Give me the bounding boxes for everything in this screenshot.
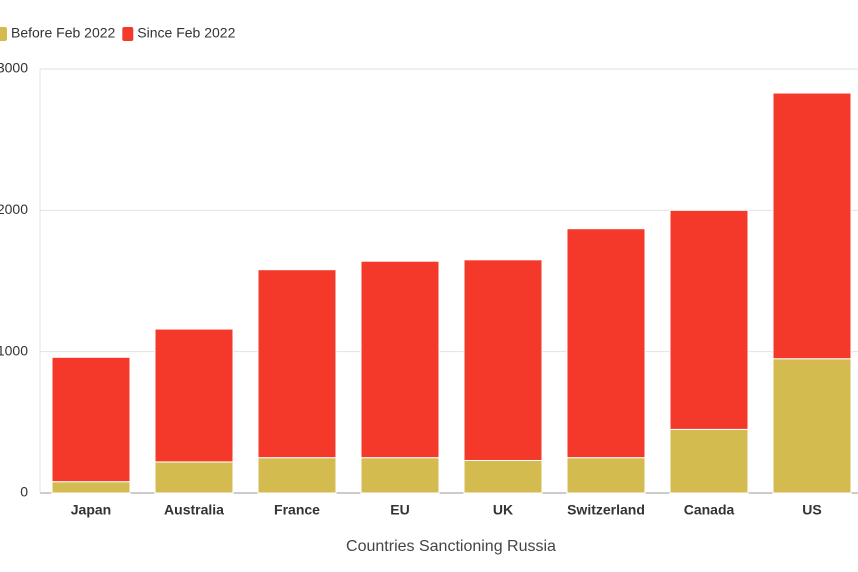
bar-segment xyxy=(772,358,852,494)
y-tick-label: 2000 xyxy=(0,201,28,217)
bar-segment xyxy=(257,269,337,459)
bar-segment xyxy=(360,260,440,459)
legend-swatch xyxy=(122,27,134,41)
x-tick-label: Japan xyxy=(71,502,111,518)
bar-segment xyxy=(463,459,543,494)
x-axis-title: Countries Sanctioning Russia xyxy=(346,538,556,555)
bar-segment xyxy=(51,481,131,494)
x-tick-label: EU xyxy=(390,502,409,518)
bar-segment xyxy=(154,328,234,463)
legend-label: Before Feb 2022 xyxy=(11,25,116,41)
bar-segment xyxy=(772,92,852,360)
bar-segment xyxy=(669,209,749,430)
y-tick-label: 3000 xyxy=(0,60,28,76)
bar-segment xyxy=(51,356,131,483)
x-tick-label: US xyxy=(802,502,821,518)
y-tick-label: 0 xyxy=(20,484,28,500)
bar-segment xyxy=(154,461,234,494)
x-tick-label: France xyxy=(274,502,320,518)
bar-segment xyxy=(257,457,337,494)
x-tick-label: Switzerland xyxy=(567,502,645,518)
y-tick-label: 1000 xyxy=(0,342,28,358)
legend-swatch xyxy=(0,27,7,41)
bar-segment xyxy=(566,457,646,494)
bar-segment xyxy=(669,428,749,494)
x-tick-label: Australia xyxy=(164,502,224,518)
bar-segment xyxy=(463,259,543,461)
x-tick-label: Canada xyxy=(684,502,735,518)
x-tick-label: UK xyxy=(493,502,513,518)
bar-segment xyxy=(566,228,646,459)
legend-label: Since Feb 2022 xyxy=(137,25,235,41)
bar-segment xyxy=(360,457,440,494)
